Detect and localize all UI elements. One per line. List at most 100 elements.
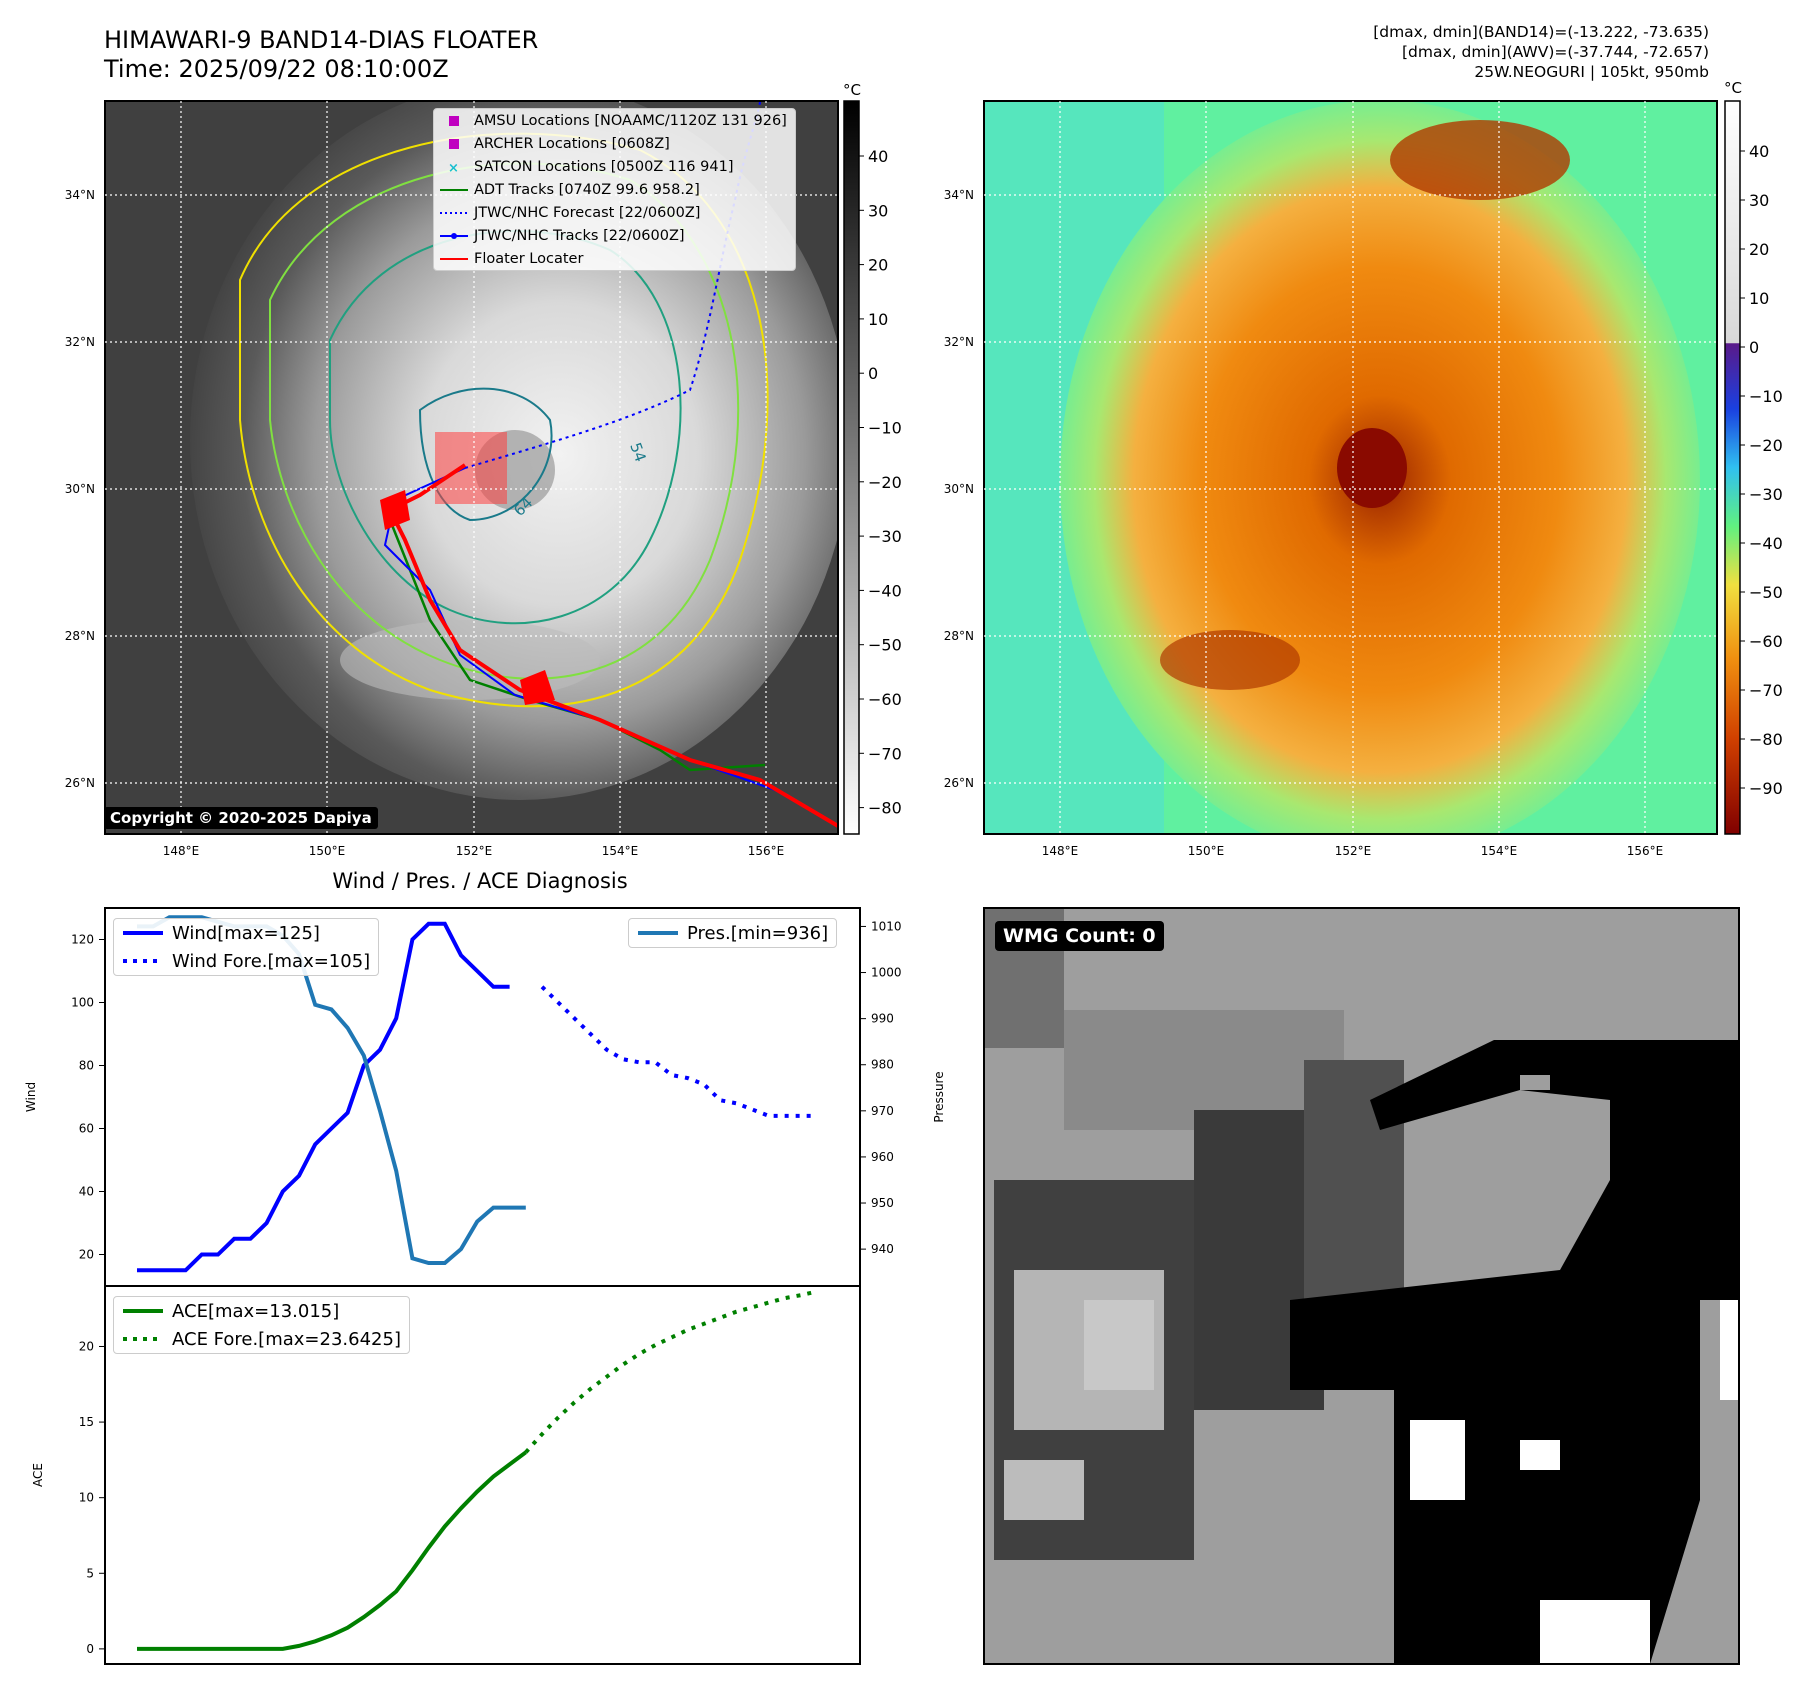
stats-block: [dmax, dmin](BAND14)=(-13.222, -73.635) … bbox=[1373, 22, 1709, 82]
pressure-tick: 980 bbox=[871, 1058, 894, 1072]
color-colorbar-tick: −80 bbox=[1749, 730, 1783, 749]
ir-map-lat-tick: 32°N bbox=[65, 335, 95, 349]
map-legend-label: JTWC/NHC Forecast [22/0600Z] bbox=[474, 204, 701, 221]
legend-swatch-icon bbox=[434, 230, 474, 242]
floater-box bbox=[435, 432, 507, 504]
map-legend-item: × SATCON Locations [0500Z 116 941] bbox=[434, 155, 795, 178]
ir-map-lon-tick: 152°E bbox=[456, 844, 493, 858]
pressure-tick: 990 bbox=[871, 1012, 894, 1026]
awv-map-ticks: 148°E 150°E 152°E 154°E 156°E 34°N 32°N 30°N 28°… bbox=[944, 188, 1664, 858]
wind-tick: 40 bbox=[79, 1185, 94, 1199]
gray-colorbar-tick: 20 bbox=[868, 256, 888, 275]
color-colorbar-tick: 30 bbox=[1749, 191, 1769, 210]
color-colorbar-tick: −20 bbox=[1749, 436, 1783, 455]
wind-legend: Wind[max=125] Wind Fore.[max=105] bbox=[113, 918, 380, 976]
awv-map-lat-tick: 34°N bbox=[944, 188, 974, 202]
color-colorbar-unit: °C bbox=[1724, 79, 1742, 97]
gray-colorbar-tick: −50 bbox=[868, 636, 902, 655]
color-colorbar-tick: −70 bbox=[1749, 681, 1783, 700]
awv-map-lon-tick: 156°E bbox=[1627, 844, 1664, 858]
ace-axis-label: ACE bbox=[31, 1463, 45, 1487]
gray-colorbar-tick: 0 bbox=[868, 364, 878, 383]
awv-map-lat-tick: 26°N bbox=[944, 776, 974, 790]
wind-tick: 120 bbox=[71, 933, 94, 947]
map-legend-label: Floater Locater bbox=[474, 250, 584, 267]
gray-colorbar-tick: −80 bbox=[868, 799, 902, 818]
pressure-axis-label: Pressure bbox=[932, 1071, 946, 1122]
map-legend-label: AMSU Locations [NOAAMC/1120Z 131 926] bbox=[474, 112, 787, 129]
color-colorbar-tick: 40 bbox=[1749, 142, 1769, 161]
awv-map-lat-tick: 30°N bbox=[944, 482, 974, 496]
pressure-tick: 960 bbox=[871, 1150, 894, 1164]
gray-colorbar-unit: °C bbox=[843, 81, 861, 99]
wind-line bbox=[137, 921, 510, 1273]
color-colorbar-tick: −50 bbox=[1749, 583, 1783, 602]
gray-colorbar-tick: −30 bbox=[868, 527, 902, 546]
color-colorbar-tick: −10 bbox=[1749, 387, 1783, 406]
ir-map-ticks: 148°E 150°E 152°E 154°E 156°E 34°N 32°N 30°N 28°… bbox=[65, 188, 785, 858]
ace-line bbox=[137, 1450, 527, 1651]
gray-colorbar-tick: 10 bbox=[868, 310, 888, 329]
ace-tick: 10 bbox=[79, 1491, 94, 1505]
legend-swatch-icon bbox=[434, 184, 474, 196]
awv-map-lat-tick: 32°N bbox=[944, 335, 974, 349]
map-legend-label: JTWC/NHC Tracks [22/0600Z] bbox=[474, 227, 685, 244]
wind-axis-label: Wind bbox=[24, 1082, 38, 1112]
awv-map-lon-tick: 154°E bbox=[1481, 844, 1518, 858]
ir-map-lat-tick: 28°N bbox=[65, 629, 95, 643]
legend-swatch-icon bbox=[434, 207, 474, 219]
ace-tick: 20 bbox=[79, 1339, 94, 1353]
wmg-count-badge: WMG Count: 0 bbox=[995, 921, 1164, 951]
ir-map-lat-tick: 26°N bbox=[65, 776, 95, 790]
awv-map-lon-tick: 152°E bbox=[1335, 844, 1372, 858]
title-line-2: Time: 2025/09/22 08:10:00Z bbox=[104, 55, 449, 83]
color-colorbar-tick: 20 bbox=[1749, 240, 1769, 259]
awv-map-lat-tick: 28°N bbox=[944, 629, 974, 643]
map-legend-item: JTWC/NHC Tracks [22/0600Z] bbox=[434, 224, 795, 247]
awv-map-lon-tick: 150°E bbox=[1188, 844, 1225, 858]
copyright-badge: Copyright © 2020-2025 Dapiya bbox=[104, 807, 378, 829]
legend-ace: ACE[max=13.015] bbox=[123, 1300, 340, 1322]
color-colorbar-tick: −60 bbox=[1749, 632, 1783, 651]
color-colorbar-tick: −40 bbox=[1749, 534, 1783, 553]
gray-colorbar-tick: −70 bbox=[868, 744, 902, 763]
ir-map-gridlines bbox=[105, 101, 838, 834]
ace-tick: 5 bbox=[86, 1566, 94, 1580]
gray-colorbar: °C 40 30 20 10 0 −10 −20 −30 −40 −50 −60 −70 −80 bbox=[843, 81, 902, 835]
title-line-1: HIMAWARI-9 BAND14-DIAS FLOATER bbox=[104, 26, 539, 54]
figure-title: HIMAWARI-9 BAND14-DIAS FLOATER Time: 202… bbox=[104, 26, 538, 84]
gray-colorbar-tick: −20 bbox=[868, 473, 902, 492]
ir-map-lon-tick: 148°E bbox=[163, 844, 200, 858]
pressure-tick: 940 bbox=[871, 1242, 894, 1256]
legend-wind: Wind[max=125] bbox=[123, 922, 320, 944]
stats-line-1: [dmax, dmin](BAND14)=(-13.222, -73.635) bbox=[1373, 23, 1709, 41]
legend-swatch-icon bbox=[434, 138, 474, 150]
legend-pressure: Pres.[min=936] bbox=[638, 922, 829, 944]
map-legend: AMSU Locations [NOAAMC/1120Z 131 926] ARC… bbox=[433, 108, 796, 271]
color-colorbar-tick: −90 bbox=[1749, 779, 1783, 798]
awv-map-panel bbox=[984, 101, 1717, 834]
color-colorbar: °C 40 30 20 10 0 −10 −20 −30 −40 −50 −60 −70 −80 −90 bbox=[1724, 79, 1783, 835]
pressure-tick: 1000 bbox=[871, 966, 902, 980]
stats-line-2: [dmax, dmin](AWV)=(-37.744, -72.657) bbox=[1402, 43, 1709, 61]
map-legend-item: ADT Tracks [0740Z 99.6 958.2] bbox=[434, 178, 795, 201]
map-legend-item: JTWC/NHC Forecast [22/0600Z] bbox=[434, 201, 795, 224]
contour-label-54: 54 bbox=[626, 440, 649, 464]
gray-colorbar-tick: −40 bbox=[868, 581, 902, 600]
wind-tick: 60 bbox=[79, 1122, 94, 1136]
ir-map-lon-tick: 150°E bbox=[309, 844, 346, 858]
jtwc-forecast-track bbox=[464, 101, 761, 469]
map-legend-item: Floater Locater bbox=[434, 247, 795, 270]
gray-colorbar-tick: 40 bbox=[868, 147, 888, 166]
gray-colorbar-tick: −10 bbox=[868, 419, 902, 438]
color-colorbar-tick: 10 bbox=[1749, 289, 1769, 308]
map-legend-label: SATCON Locations [0500Z 116 941] bbox=[474, 158, 734, 175]
pressure-tick: 1010 bbox=[871, 919, 902, 933]
gray-colorbar-tick: 30 bbox=[868, 201, 888, 220]
stats-line-3: 25W.NEOGURI | 105kt, 950mb bbox=[1474, 63, 1709, 81]
gray-colorbar-tick: −60 bbox=[868, 690, 902, 709]
wind-tick: 20 bbox=[79, 1248, 94, 1262]
pressure-tick: 950 bbox=[871, 1196, 894, 1210]
ace-tick: 0 bbox=[86, 1642, 94, 1656]
